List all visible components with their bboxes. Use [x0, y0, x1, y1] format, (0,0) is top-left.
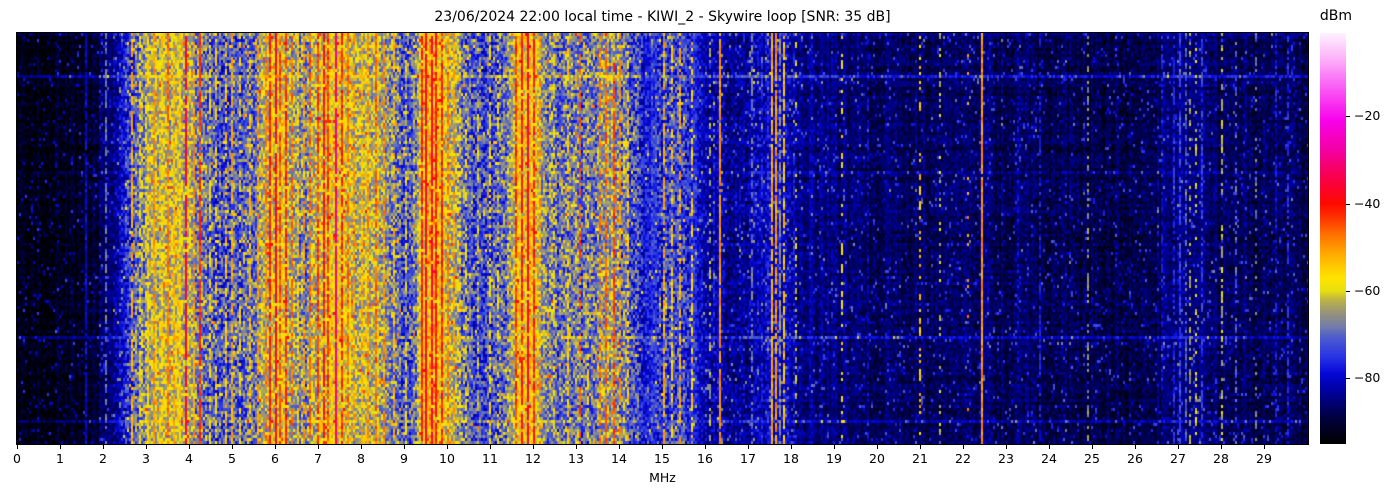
colorbar-tick-label: −40 [1354, 195, 1381, 211]
x-tick-label: 29 [1256, 451, 1272, 466]
x-tick-mark [1264, 445, 1265, 449]
x-tick-mark [834, 445, 835, 449]
x-tick-label: 28 [1213, 451, 1229, 466]
x-tick-label: 0 [13, 451, 21, 466]
colorbar-canvas [1320, 33, 1346, 444]
x-tick-label: 7 [314, 451, 322, 466]
x-tick-label: 4 [185, 451, 193, 466]
x-tick-label: 15 [654, 451, 670, 466]
x-tick-mark [576, 445, 577, 449]
colorbar-tick-label: −60 [1354, 282, 1381, 298]
x-axis-label: MHz [649, 470, 676, 485]
x-tick-label: 1 [56, 451, 64, 466]
spectrogram-canvas [16, 32, 1309, 445]
x-tick-label: 22 [955, 451, 971, 466]
x-tick-mark [17, 445, 18, 449]
x-tick-mark [146, 445, 147, 449]
x-tick-mark [1135, 445, 1136, 449]
x-tick-mark [877, 445, 878, 449]
x-tick-label: 14 [611, 451, 627, 466]
x-tick-label: 21 [912, 451, 928, 466]
x-tick-label: 23 [998, 451, 1014, 466]
x-tick-label: 9 [400, 451, 408, 466]
x-tick-label: 3 [142, 451, 150, 466]
x-tick-mark [275, 445, 276, 449]
x-tick-label: 26 [1127, 451, 1143, 466]
x-tick-mark [361, 445, 362, 449]
x-tick-mark [60, 445, 61, 449]
x-tick-mark [963, 445, 964, 449]
x-tick-label: 18 [783, 451, 799, 466]
x-tick-mark [791, 445, 792, 449]
colorbar-unit-label: dBm [1319, 8, 1353, 24]
x-tick-label: 17 [740, 451, 756, 466]
x-tick-mark [1221, 445, 1222, 449]
x-tick-label: 12 [525, 451, 541, 466]
x-tick-label: 27 [1170, 451, 1186, 466]
x-tick-mark [705, 445, 706, 449]
colorbar-tick-mark [1346, 378, 1350, 380]
x-tick-mark [533, 445, 534, 449]
colorbar-tick-mark [1346, 116, 1350, 118]
x-tick-label: 19 [826, 451, 842, 466]
x-tick-label: 6 [271, 451, 279, 466]
colorbar-tick-label: −80 [1354, 370, 1381, 386]
x-tick-mark [920, 445, 921, 449]
colorbar-tick-label: −20 [1354, 108, 1381, 124]
x-tick-mark [662, 445, 663, 449]
x-tick-mark [404, 445, 405, 449]
x-tick-mark [619, 445, 620, 449]
chart-title: 23/06/2024 22:00 local time - KIWI_2 - S… [434, 9, 891, 25]
x-tick-label: 10 [439, 451, 455, 466]
x-tick-label: 8 [357, 451, 365, 466]
x-tick-mark [103, 445, 104, 449]
x-tick-mark [748, 445, 749, 449]
x-tick-label: 20 [869, 451, 885, 466]
x-tick-mark [189, 445, 190, 449]
x-tick-label: 5 [228, 451, 236, 466]
x-tick-label: 11 [482, 451, 498, 466]
x-tick-mark [1092, 445, 1093, 449]
x-tick-mark [232, 445, 233, 449]
x-tick-label: 16 [697, 451, 713, 466]
x-tick-mark [318, 445, 319, 449]
colorbar-tick-mark [1346, 203, 1350, 205]
x-tick-label: 25 [1084, 451, 1100, 466]
colorbar-tick-mark [1346, 290, 1350, 292]
x-tick-mark [1049, 445, 1050, 449]
x-tick-label: 2 [99, 451, 107, 466]
x-tick-mark [1006, 445, 1007, 449]
x-tick-label: 13 [568, 451, 584, 466]
x-tick-label: 24 [1041, 451, 1057, 466]
x-tick-mark [1178, 445, 1179, 449]
x-tick-mark [490, 445, 491, 449]
x-tick-mark [447, 445, 448, 449]
